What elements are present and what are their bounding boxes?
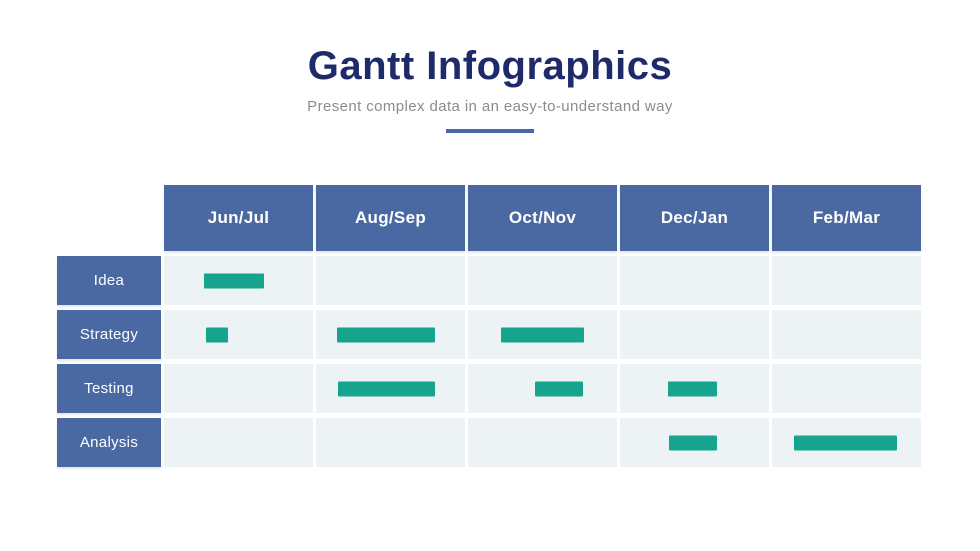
- page-title: Gantt Infographics: [307, 44, 673, 88]
- page-subtitle: Present complex data in an easy-to-under…: [307, 98, 673, 115]
- gantt-cell: [316, 418, 465, 467]
- column-header-aug-sep: Aug/Sep: [316, 185, 465, 251]
- gantt-bar: [794, 435, 898, 450]
- gantt-bar: [336, 327, 436, 342]
- gantt-cell: [468, 256, 617, 305]
- title-underline-divider: [446, 129, 534, 133]
- gantt-bar: [669, 435, 717, 450]
- gantt-cell: [164, 256, 313, 305]
- row-label-testing: Testing: [57, 364, 161, 413]
- gantt-cell: [468, 310, 617, 359]
- gantt-cell: [164, 418, 313, 467]
- gantt-bar: [205, 327, 229, 342]
- gantt-cell: [164, 310, 313, 359]
- gantt-cell: [620, 310, 769, 359]
- row-label-strategy: Strategy: [57, 310, 161, 359]
- row-label-analysis: Analysis: [57, 418, 161, 467]
- gantt-bar: [667, 381, 717, 396]
- gantt-cell: [772, 310, 921, 359]
- corner-spacer: [57, 185, 161, 251]
- gantt-cell: [620, 364, 769, 413]
- column-header-oct-nov: Oct/Nov: [468, 185, 617, 251]
- column-header-feb-mar: Feb/Mar: [772, 185, 921, 251]
- gantt-table: Jun/Jul Aug/Sep Oct/Nov Dec/Jan Feb/Mar …: [57, 185, 921, 467]
- row-label-idea: Idea: [57, 256, 161, 305]
- gantt-cell: [772, 256, 921, 305]
- gantt-cell: [772, 364, 921, 413]
- column-header-jun-jul: Jun/Jul: [164, 185, 313, 251]
- gantt-bar: [204, 273, 264, 288]
- gantt-cell: [164, 364, 313, 413]
- gantt-cell: [316, 256, 465, 305]
- gantt-cell: [772, 418, 921, 467]
- gantt-bar: [500, 327, 585, 342]
- gantt-bar: [338, 381, 436, 396]
- gantt-cell: [316, 364, 465, 413]
- column-header-dec-jan: Dec/Jan: [620, 185, 769, 251]
- gantt-cell: [468, 418, 617, 467]
- gantt-cell: [620, 256, 769, 305]
- gantt-cell: [316, 310, 465, 359]
- gantt-cell: [620, 418, 769, 467]
- gantt-cell: [468, 364, 617, 413]
- gantt-bar: [535, 381, 583, 396]
